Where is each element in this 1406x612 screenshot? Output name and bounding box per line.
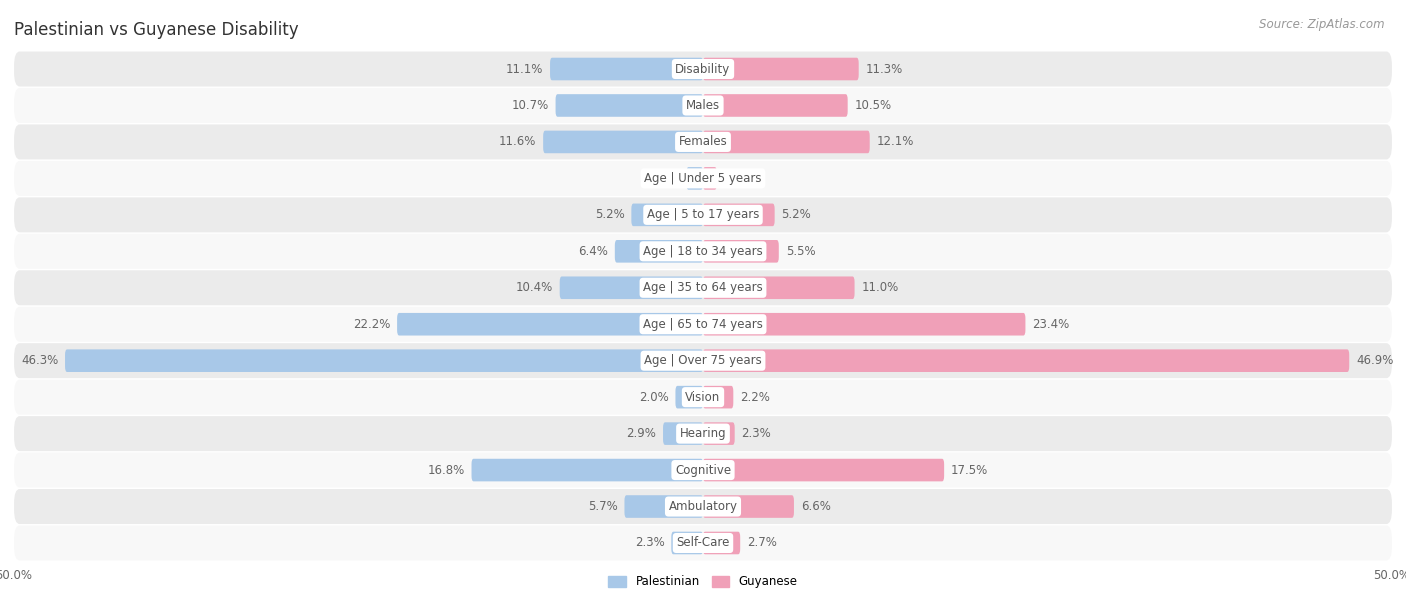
Text: 11.1%: 11.1% [506, 62, 543, 75]
FancyBboxPatch shape [703, 240, 779, 263]
FancyBboxPatch shape [14, 88, 1392, 123]
Text: 12.1%: 12.1% [876, 135, 914, 149]
Text: Vision: Vision [685, 390, 721, 404]
FancyBboxPatch shape [703, 495, 794, 518]
FancyBboxPatch shape [686, 167, 703, 190]
Text: 6.6%: 6.6% [801, 500, 831, 513]
FancyBboxPatch shape [14, 197, 1392, 233]
FancyBboxPatch shape [14, 161, 1392, 196]
FancyBboxPatch shape [624, 495, 703, 518]
Text: 5.2%: 5.2% [782, 208, 811, 222]
Text: Hearing: Hearing [679, 427, 727, 440]
Text: 5.5%: 5.5% [786, 245, 815, 258]
Text: 17.5%: 17.5% [950, 463, 988, 477]
FancyBboxPatch shape [14, 489, 1392, 524]
Text: 11.0%: 11.0% [862, 282, 898, 294]
Text: Ambulatory: Ambulatory [668, 500, 738, 513]
Text: Age | 18 to 34 years: Age | 18 to 34 years [643, 245, 763, 258]
FancyBboxPatch shape [703, 422, 735, 445]
FancyBboxPatch shape [14, 526, 1392, 561]
Text: 2.2%: 2.2% [740, 390, 770, 404]
Text: 46.3%: 46.3% [21, 354, 58, 367]
FancyBboxPatch shape [703, 130, 870, 153]
FancyBboxPatch shape [14, 416, 1392, 451]
FancyBboxPatch shape [396, 313, 703, 335]
Text: 2.7%: 2.7% [747, 537, 778, 550]
Text: Age | 65 to 74 years: Age | 65 to 74 years [643, 318, 763, 330]
Text: Palestinian vs Guyanese Disability: Palestinian vs Guyanese Disability [14, 21, 298, 39]
FancyBboxPatch shape [703, 277, 855, 299]
FancyBboxPatch shape [543, 130, 703, 153]
Text: Cognitive: Cognitive [675, 463, 731, 477]
Text: 5.2%: 5.2% [595, 208, 624, 222]
FancyBboxPatch shape [14, 379, 1392, 415]
FancyBboxPatch shape [550, 58, 703, 80]
FancyBboxPatch shape [703, 167, 717, 190]
Text: 10.7%: 10.7% [512, 99, 548, 112]
Text: Females: Females [679, 135, 727, 149]
FancyBboxPatch shape [703, 94, 848, 117]
Text: 1.0%: 1.0% [724, 172, 754, 185]
FancyBboxPatch shape [703, 459, 945, 482]
Text: Age | Under 5 years: Age | Under 5 years [644, 172, 762, 185]
Text: Age | 5 to 17 years: Age | 5 to 17 years [647, 208, 759, 222]
FancyBboxPatch shape [65, 349, 703, 372]
Text: 1.2%: 1.2% [650, 172, 679, 185]
Legend: Palestinian, Guyanese: Palestinian, Guyanese [603, 570, 803, 593]
FancyBboxPatch shape [14, 234, 1392, 269]
FancyBboxPatch shape [671, 532, 703, 554]
FancyBboxPatch shape [14, 452, 1392, 488]
FancyBboxPatch shape [675, 386, 703, 408]
Text: 46.9%: 46.9% [1357, 354, 1393, 367]
FancyBboxPatch shape [14, 124, 1392, 160]
FancyBboxPatch shape [703, 349, 1350, 372]
FancyBboxPatch shape [703, 204, 775, 226]
Text: Source: ZipAtlas.com: Source: ZipAtlas.com [1260, 18, 1385, 31]
FancyBboxPatch shape [14, 271, 1392, 305]
FancyBboxPatch shape [14, 307, 1392, 341]
FancyBboxPatch shape [560, 277, 703, 299]
Text: 2.3%: 2.3% [741, 427, 772, 440]
Text: 16.8%: 16.8% [427, 463, 464, 477]
Text: 2.3%: 2.3% [634, 537, 665, 550]
Text: 11.3%: 11.3% [866, 62, 903, 75]
FancyBboxPatch shape [664, 422, 703, 445]
FancyBboxPatch shape [614, 240, 703, 263]
FancyBboxPatch shape [703, 386, 734, 408]
FancyBboxPatch shape [703, 532, 740, 554]
Text: 5.7%: 5.7% [588, 500, 617, 513]
Text: Age | 35 to 64 years: Age | 35 to 64 years [643, 282, 763, 294]
Text: 10.4%: 10.4% [516, 282, 553, 294]
Text: 22.2%: 22.2% [353, 318, 391, 330]
Text: Self-Care: Self-Care [676, 537, 730, 550]
Text: 23.4%: 23.4% [1032, 318, 1070, 330]
FancyBboxPatch shape [14, 343, 1392, 378]
FancyBboxPatch shape [631, 204, 703, 226]
Text: Age | Over 75 years: Age | Over 75 years [644, 354, 762, 367]
Text: Disability: Disability [675, 62, 731, 75]
Text: 2.0%: 2.0% [638, 390, 669, 404]
FancyBboxPatch shape [14, 51, 1392, 86]
Text: 11.6%: 11.6% [499, 135, 536, 149]
Text: 10.5%: 10.5% [855, 99, 891, 112]
FancyBboxPatch shape [703, 313, 1025, 335]
Text: Males: Males [686, 99, 720, 112]
FancyBboxPatch shape [471, 459, 703, 482]
FancyBboxPatch shape [703, 58, 859, 80]
Text: 2.9%: 2.9% [626, 427, 657, 440]
FancyBboxPatch shape [555, 94, 703, 117]
Text: 6.4%: 6.4% [578, 245, 607, 258]
